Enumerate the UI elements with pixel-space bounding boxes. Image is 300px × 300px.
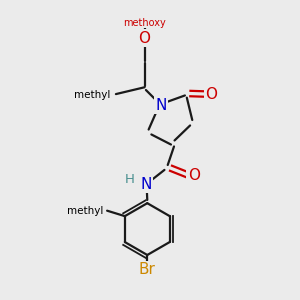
Text: methyl: methyl [67,206,103,216]
Text: O: O [139,31,151,46]
Text: N: N [140,177,152,192]
Text: Br: Br [139,262,156,278]
Text: methoxy: methoxy [123,18,166,28]
Text: O: O [206,87,218,102]
Text: O: O [188,168,200,183]
Text: H: H [125,173,135,186]
Text: methyl: methyl [74,91,110,100]
Text: N: N [155,98,166,112]
